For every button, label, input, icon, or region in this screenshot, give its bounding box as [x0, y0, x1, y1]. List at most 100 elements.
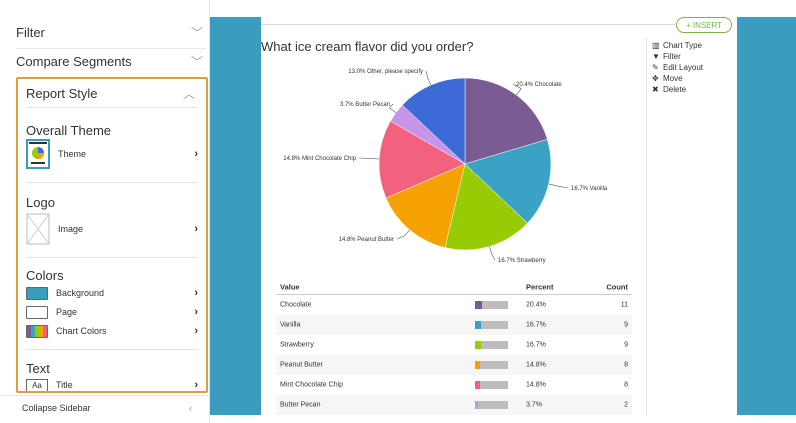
- chevron-down-icon: ﹀: [190, 54, 203, 69]
- divider: [646, 37, 647, 415]
- table-row: Vanilla 16.7% 9: [276, 315, 632, 335]
- table-row: Strawberry 16.7% 9: [276, 335, 632, 355]
- chevron-right-icon: ›: [194, 379, 198, 391]
- action-label: Edit Layout: [663, 63, 704, 72]
- theme-label: Theme: [58, 149, 87, 159]
- chart-colors-option[interactable]: Chart Colors ›: [26, 324, 198, 338]
- chevron-right-icon: ›: [194, 287, 198, 299]
- pie-slice-label: 13.0% Other, please specify: [348, 69, 423, 75]
- title-text-option[interactable]: Aa Title ›: [26, 378, 198, 391]
- percent-bar: [475, 401, 508, 409]
- insert-button[interactable]: + INSERT: [676, 17, 732, 33]
- cell-percent: 14.8%: [526, 381, 546, 389]
- pie-leader-line: [425, 70, 432, 86]
- title-font-swatch: Aa: [26, 378, 48, 391]
- table-row: Mint Chocolate Chip 14.8% 8: [276, 375, 632, 395]
- cell-percent: 16.7%: [526, 321, 546, 329]
- percent-bar: [475, 341, 508, 349]
- pie-chart: 20.4% Chocolate 16.7% Vanilla 16.7% Strawb…: [283, 69, 608, 264]
- table-row: Peanut Butter 14.8% 8: [276, 355, 632, 375]
- table-body: Chocolate 20.4% 11 Vanilla 16.7% 9 Strawberry 1…: [276, 295, 632, 415]
- chevron-down-icon: ﹀: [190, 25, 203, 40]
- chevron-right-icon: ›: [194, 306, 198, 318]
- divider: [26, 107, 198, 108]
- header-percent: Percent: [526, 282, 554, 291]
- cell-percent: 20.4%: [526, 301, 546, 309]
- cell-value: Peanut Butter: [280, 361, 323, 369]
- percent-bar-fill: [475, 381, 480, 389]
- action-label: Move: [663, 74, 683, 83]
- report-style-panel: Report Style ︿ Overall Theme Theme › Log…: [16, 77, 208, 393]
- filter-label: Filter: [16, 24, 45, 40]
- action-filter[interactable]: ▼ Filter: [652, 51, 732, 62]
- pie-leader-line: [512, 83, 522, 96]
- cell-percent: 14.8%: [526, 361, 546, 369]
- cell-value: Chocolate: [280, 301, 312, 309]
- compare-segments-toggle[interactable]: Compare Segments ﹀: [16, 45, 206, 77]
- table-header: Value Percent Count: [276, 279, 632, 295]
- cell-value: Mint Chocolate Chip: [280, 381, 344, 389]
- percent-bar-fill: [475, 361, 480, 369]
- filter-icon: ▼: [652, 52, 660, 61]
- cell-count: 11: [620, 301, 628, 309]
- action-edit-layout[interactable]: ✎ Edit Layout: [652, 62, 732, 73]
- collapse-sidebar-label: Collapse Sidebar: [22, 402, 91, 413]
- chart-colors-label: Chart Colors: [56, 326, 107, 336]
- chevron-right-icon: ›: [194, 148, 198, 160]
- page-color-option[interactable]: Page ›: [26, 305, 198, 319]
- logo-image-option[interactable]: Image ›: [26, 213, 198, 245]
- image-label: Image: [58, 224, 84, 234]
- pie-slice-peanut-butter[interactable]: [385, 163, 466, 248]
- pencil-icon: ✎: [652, 63, 659, 72]
- pie-leader-line: [358, 157, 380, 160]
- percent-bar-fill: [475, 401, 478, 409]
- pie-slice-label: 16.7% Vanilla: [571, 186, 608, 192]
- cell-value: Butter Pecan: [280, 401, 321, 409]
- percent-bar: [475, 381, 508, 389]
- collapse-sidebar-button[interactable]: Collapse Sidebar ‹: [0, 395, 210, 419]
- image-placeholder-icon: [26, 213, 50, 245]
- question-card: + INSERT What ice cream flavor did you o…: [261, 17, 737, 415]
- question-title: What ice cream flavor did you order?: [261, 39, 474, 54]
- filter-section-toggle[interactable]: Filter ﹀: [16, 16, 206, 48]
- logo-heading: Logo: [26, 195, 55, 210]
- pie-slice-mint-chocolate-chip[interactable]: [378, 120, 466, 199]
- cell-value: Strawberry: [280, 341, 314, 349]
- pie-slice-vanilla[interactable]: [464, 139, 552, 224]
- divider: [26, 349, 198, 350]
- percent-bar: [475, 301, 508, 309]
- action-label: Delete: [663, 85, 687, 94]
- action-delete[interactable]: ✖ Delete: [652, 84, 732, 95]
- report-sidebar: Filter ﹀ Compare Segments ﹀ Report Style…: [0, 0, 210, 423]
- percent-bar-fill: [475, 341, 481, 349]
- divider: [26, 257, 198, 258]
- overall-theme-heading: Overall Theme: [26, 123, 112, 138]
- percent-bar: [475, 321, 508, 329]
- pie-leader-line: [548, 183, 569, 189]
- header-count: Count: [606, 282, 628, 291]
- percent-bar-fill: [475, 301, 482, 309]
- pie-slice-other-please-specify[interactable]: [402, 77, 466, 165]
- theme-option[interactable]: Theme ›: [26, 139, 198, 169]
- move-icon: ✥: [652, 74, 659, 83]
- chart-icon: ▥: [652, 41, 660, 50]
- page-color-swatch: [26, 305, 48, 319]
- background-color-option[interactable]: Background ›: [26, 286, 198, 300]
- cell-value: Vanilla: [280, 321, 301, 329]
- pie-slice-chocolate[interactable]: [464, 77, 548, 165]
- percent-bar: [475, 361, 508, 369]
- title-label: Title: [56, 380, 73, 390]
- percent-bar-fill: [475, 321, 481, 329]
- chart-actions-menu: ▥ Chart Type ▼ Filter ✎ Edit Layout ✥ Move ✖ Dele…: [652, 40, 732, 95]
- action-move[interactable]: ✥ Move: [652, 73, 732, 84]
- action-chart-type[interactable]: ▥ Chart Type: [652, 40, 732, 51]
- delete-icon: ✖: [652, 85, 659, 94]
- chart-colors-swatch: [26, 324, 48, 338]
- background-color-swatch: [26, 286, 48, 300]
- cell-percent: 3.7%: [526, 401, 542, 409]
- pie-slice-label: 14.8% Peanut Butter: [339, 237, 394, 243]
- chevron-up-icon: ︿: [182, 87, 195, 101]
- page-label: Page: [56, 307, 78, 317]
- report-style-toggle[interactable]: Report Style ︿: [26, 85, 198, 102]
- cell-count: 9: [624, 321, 628, 329]
